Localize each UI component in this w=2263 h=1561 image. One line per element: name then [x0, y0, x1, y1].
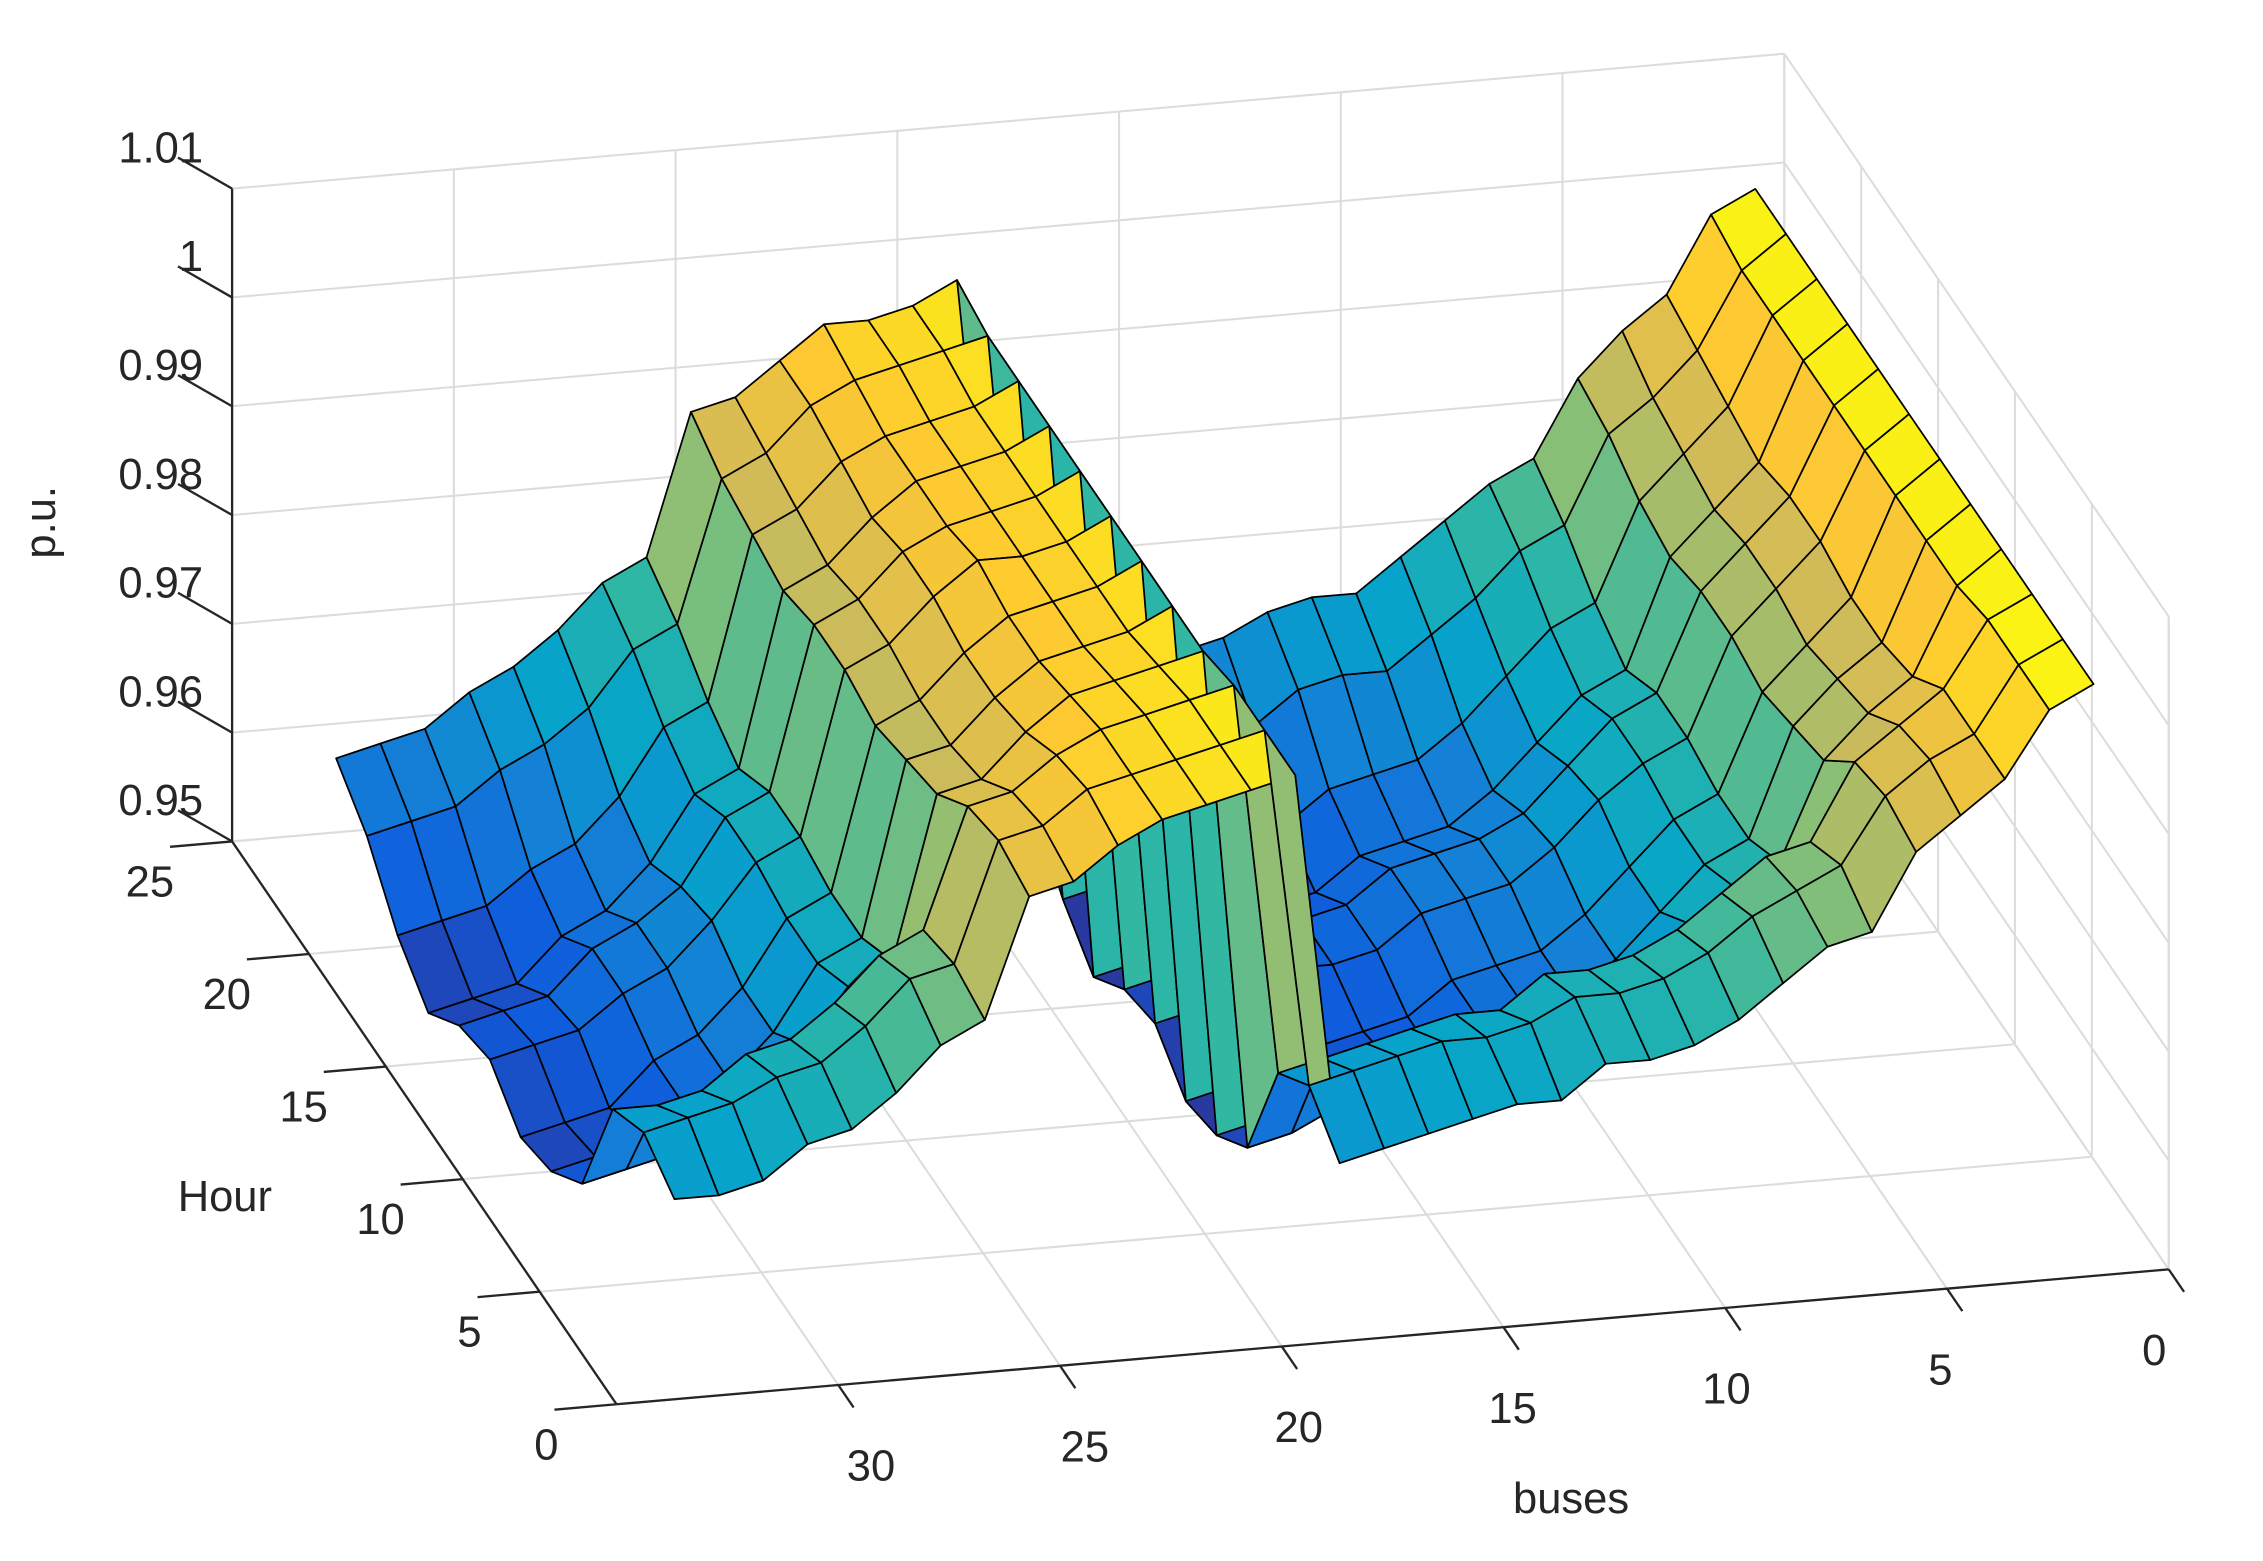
x-tick: [837, 1384, 855, 1409]
y-tick-label: 10: [356, 1196, 404, 1244]
x-tick-label: 10: [1702, 1366, 1750, 1414]
z-tick-label: 0.96: [118, 668, 203, 716]
x-tick-label: 0: [2142, 1327, 2166, 1375]
x-tick-label: 5: [1928, 1346, 1952, 1394]
x-tick: [1280, 1345, 1299, 1370]
x-tick-label: 25: [1061, 1423, 1109, 1471]
grid-line: [232, 270, 1785, 408]
z-tick: [177, 809, 233, 843]
y-tick-label: 25: [126, 858, 174, 906]
z-tick: [177, 265, 233, 299]
x-tick-label: 30: [847, 1443, 895, 1491]
y-tick: [400, 1177, 463, 1186]
z-tick-label: 0.99: [118, 342, 203, 390]
z-axis-label: p.u.: [17, 486, 65, 559]
x-axis-label: buses: [1513, 1475, 1629, 1523]
grid-line: [1783, 161, 2170, 726]
x-tick: [2167, 1268, 2186, 1293]
grid-line: [1783, 53, 2170, 618]
x-tick: [1502, 1326, 1520, 1351]
surface-layer: [335, 188, 2095, 1201]
z-tick-label: 0.97: [118, 560, 203, 608]
y-tick-label: 0: [534, 1421, 558, 1469]
y-tick-label: 20: [203, 971, 251, 1019]
x-tick: [1946, 1287, 1964, 1312]
y-tick: [246, 952, 310, 961]
y-tick-label: 15: [279, 1084, 327, 1132]
y-tick: [554, 1403, 617, 1411]
z-tick-label: 1.01: [118, 124, 203, 172]
y-axis-label: Hour: [178, 1173, 272, 1221]
x-tick-label: 20: [1275, 1404, 1323, 1452]
surface-patch: [2017, 638, 2095, 711]
grid-line: [539, 1155, 2092, 1293]
z-tick-label: 0.98: [118, 451, 203, 499]
y-tick: [477, 1290, 540, 1299]
y-tick-label: 5: [457, 1309, 481, 1357]
z-tick: [177, 156, 233, 190]
x-axis-line: [616, 1268, 2169, 1406]
y-tick: [323, 1065, 386, 1074]
y-tick: [169, 840, 233, 848]
grid-line: [232, 161, 1785, 299]
grid-line: [232, 52, 1785, 190]
x-tick: [1724, 1307, 1742, 1332]
z-tick-label: 1: [179, 233, 203, 281]
z-tick: [177, 374, 233, 408]
x-tick-label: 15: [1488, 1385, 1536, 1433]
y-axis-line: [231, 840, 618, 1405]
axis-layer: 0 5 10 15 20 25 30 0 5 10 15 20 25 0.95 0.96 0.97 0.98 0.…: [118, 124, 2186, 1491]
z-tick-label: 0.95: [118, 777, 203, 825]
z-tick: [177, 482, 233, 517]
z-tick: [177, 591, 233, 625]
x-tick: [1059, 1365, 1077, 1389]
z-tick: [177, 700, 233, 734]
